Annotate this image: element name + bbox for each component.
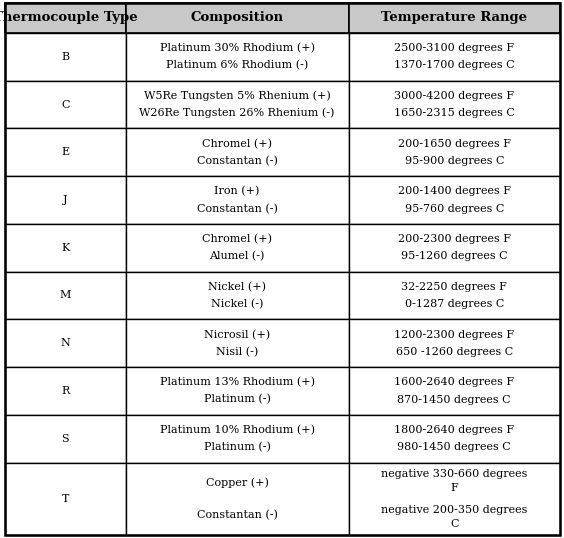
Text: Nickel (+): Nickel (+): [208, 282, 266, 292]
Text: S: S: [61, 434, 69, 444]
Bar: [5, 3, 126, 33]
Text: Platinum 13% Rhodium (+): Platinum 13% Rhodium (+): [160, 377, 315, 387]
Text: F: F: [451, 483, 458, 493]
Text: E: E: [61, 147, 69, 157]
Text: Constantan (-): Constantan (-): [197, 155, 277, 166]
Text: Temperature Range: Temperature Range: [381, 11, 527, 24]
Bar: [349, 33, 560, 81]
Bar: [349, 81, 560, 129]
Text: 32-2250 degrees F: 32-2250 degrees F: [402, 282, 507, 292]
Text: Iron (+): Iron (+): [214, 186, 260, 196]
Bar: [126, 463, 349, 535]
Text: 95-900 degrees C: 95-900 degrees C: [404, 156, 504, 166]
Text: N: N: [60, 338, 70, 348]
Text: W5Re Tungsten 5% Rhenium (+): W5Re Tungsten 5% Rhenium (+): [144, 91, 331, 101]
Bar: [349, 415, 560, 463]
Text: M: M: [59, 291, 71, 301]
Text: 200-1650 degrees F: 200-1650 degrees F: [398, 139, 511, 148]
Bar: [126, 176, 349, 224]
Text: B: B: [61, 52, 69, 62]
Bar: [126, 3, 349, 33]
Text: 980-1450 degrees C: 980-1450 degrees C: [398, 442, 511, 452]
Text: 1800-2640 degrees F: 1800-2640 degrees F: [394, 425, 514, 435]
Bar: [349, 224, 560, 272]
Text: 650 -1260 degrees C: 650 -1260 degrees C: [396, 347, 513, 357]
Text: 200-2300 degrees F: 200-2300 degrees F: [398, 234, 511, 244]
Bar: [349, 272, 560, 320]
Text: Copper (+): Copper (+): [206, 478, 268, 488]
Bar: [126, 415, 349, 463]
Bar: [126, 272, 349, 320]
Bar: [5, 415, 126, 463]
Bar: [126, 81, 349, 129]
Bar: [349, 176, 560, 224]
Text: 1600-2640 degrees F: 1600-2640 degrees F: [394, 377, 514, 387]
Text: Chromel (+): Chromel (+): [202, 139, 272, 149]
Bar: [349, 129, 560, 176]
Bar: [126, 320, 349, 367]
Text: Thermocouple Type: Thermocouple Type: [0, 11, 138, 24]
Bar: [126, 367, 349, 415]
Text: negative 330-660 degrees: negative 330-660 degrees: [381, 469, 527, 479]
Text: 95-760 degrees C: 95-760 degrees C: [404, 203, 504, 214]
Text: Platinum 10% Rhodium (+): Platinum 10% Rhodium (+): [160, 425, 315, 435]
Text: Alumel (-): Alumel (-): [209, 251, 265, 261]
Text: Nisil (-): Nisil (-): [216, 346, 258, 357]
Text: Composition: Composition: [191, 11, 284, 24]
Text: J: J: [63, 195, 68, 205]
Text: Platinum 6% Rhodium (-): Platinum 6% Rhodium (-): [166, 60, 309, 70]
Text: Chromel (+): Chromel (+): [202, 234, 272, 244]
Bar: [126, 224, 349, 272]
Bar: [5, 224, 126, 272]
Text: 200-1400 degrees F: 200-1400 degrees F: [398, 187, 511, 196]
Text: 3000-4200 degrees F: 3000-4200 degrees F: [394, 91, 514, 101]
Text: K: K: [61, 243, 69, 253]
Bar: [126, 129, 349, 176]
Text: Nickel (-): Nickel (-): [211, 299, 263, 309]
Text: 1650-2315 degrees C: 1650-2315 degrees C: [394, 108, 515, 118]
Text: W26Re Tungsten 26% Rhenium (-): W26Re Tungsten 26% Rhenium (-): [139, 108, 335, 118]
Text: Platinum (-): Platinum (-): [204, 394, 271, 405]
Text: C: C: [61, 100, 69, 110]
Bar: [349, 463, 560, 535]
Text: 0-1287 degrees C: 0-1287 degrees C: [404, 299, 504, 309]
Bar: [5, 272, 126, 320]
Text: C: C: [450, 519, 459, 529]
Bar: [5, 129, 126, 176]
Text: 1200-2300 degrees F: 1200-2300 degrees F: [394, 330, 514, 339]
Text: Constantan (-): Constantan (-): [197, 203, 277, 214]
Text: 95-1260 degrees C: 95-1260 degrees C: [401, 251, 508, 261]
Bar: [349, 320, 560, 367]
Bar: [349, 3, 560, 33]
Text: Platinum 30% Rhodium (+): Platinum 30% Rhodium (+): [160, 43, 315, 53]
Text: T: T: [61, 494, 69, 504]
Text: Nicrosil (+): Nicrosil (+): [204, 329, 270, 340]
Text: 2500-3100 degrees F: 2500-3100 degrees F: [394, 43, 514, 53]
Bar: [5, 463, 126, 535]
Bar: [5, 33, 126, 81]
Bar: [349, 367, 560, 415]
Text: 1370-1700 degrees C: 1370-1700 degrees C: [394, 60, 514, 70]
Bar: [5, 320, 126, 367]
Text: negative 200-350 degrees: negative 200-350 degrees: [381, 505, 527, 515]
Text: Platinum (-): Platinum (-): [204, 442, 271, 452]
Bar: [5, 81, 126, 129]
Text: Constantan (-): Constantan (-): [197, 510, 277, 520]
Bar: [5, 367, 126, 415]
Bar: [5, 176, 126, 224]
Text: 870-1450 degrees C: 870-1450 degrees C: [398, 394, 511, 405]
Text: R: R: [61, 386, 69, 396]
Bar: [126, 33, 349, 81]
